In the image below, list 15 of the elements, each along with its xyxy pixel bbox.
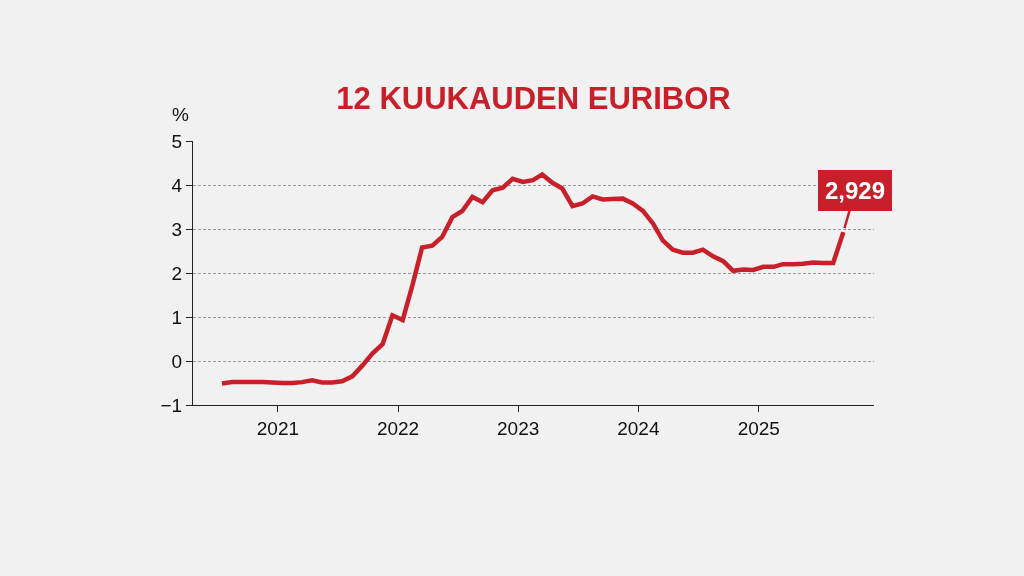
y-tick-label: 5 (171, 130, 183, 152)
y-tick-label: 0 (171, 350, 183, 372)
x-tick-label: 2025 (737, 417, 780, 439)
y-tick-label: 4 (171, 174, 183, 196)
y-tick-label: 2 (171, 262, 183, 284)
y-tick-label: 1 (171, 306, 183, 328)
y-axis-title: % (172, 104, 189, 125)
x-tick-label: 2022 (376, 417, 420, 439)
x-tick-label: 2023 (497, 417, 540, 439)
x-tick-label: 2021 (256, 417, 300, 439)
annotation: 2,929 (825, 177, 886, 204)
y-tick-label: 3 (171, 218, 183, 240)
x-tick-label: 2024 (617, 417, 660, 439)
y-tick-label: −1 (160, 394, 183, 416)
chart-title: 12 KUUKAUDEN EURIBOR (336, 80, 731, 116)
